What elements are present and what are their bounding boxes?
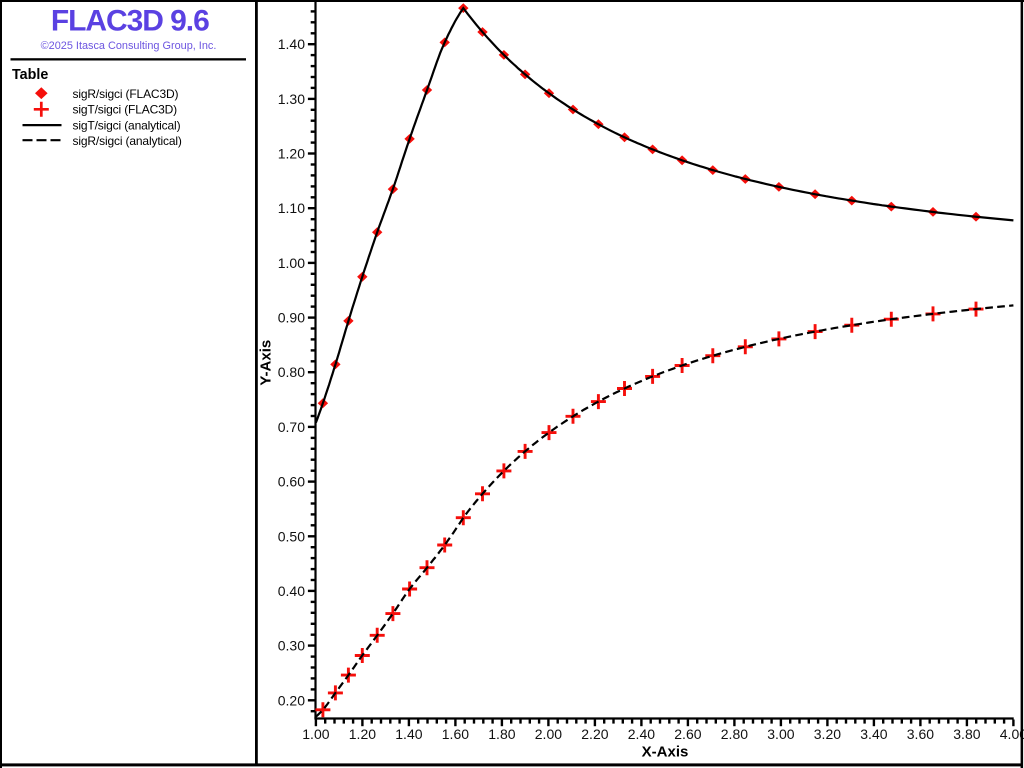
svg-text:0.30: 0.30 [278,638,305,654]
svg-text:3.40: 3.40 [860,726,887,742]
svg-text:2.40: 2.40 [628,726,655,742]
svg-text:4.00: 4.00 [1000,726,1024,742]
svg-text:0.90: 0.90 [278,310,305,326]
svg-text:3.80: 3.80 [953,726,980,742]
svg-text:3.00: 3.00 [767,726,794,742]
svg-text:2.00: 2.00 [535,726,562,742]
svg-text:©2025 Itasca Consulting Group,: ©2025 Itasca Consulting Group, Inc. [41,40,217,52]
svg-text:X-Axis: X-Axis [642,744,689,761]
svg-text:1.20: 1.20 [349,726,376,742]
svg-text:sigT/sigci (analytical): sigT/sigci (analytical) [73,119,181,133]
svg-text:1.40: 1.40 [278,36,305,52]
svg-text:0.70: 0.70 [278,419,305,435]
svg-text:1.60: 1.60 [442,726,469,742]
svg-text:sigR/sigci (analytical): sigR/sigci (analytical) [73,134,182,148]
svg-text:1.40: 1.40 [395,726,422,742]
svg-text:sigR/sigci (FLAC3D): sigR/sigci (FLAC3D) [73,87,179,101]
svg-text:sigT/sigci (FLAC3D): sigT/sigci (FLAC3D) [73,103,178,117]
svg-text:0.50: 0.50 [278,528,305,544]
svg-text:2.60: 2.60 [674,726,701,742]
svg-text:Y-Axis: Y-Axis [258,340,275,386]
svg-text:Table: Table [12,67,48,83]
svg-text:1.80: 1.80 [488,726,515,742]
svg-text:0.80: 0.80 [278,364,305,380]
svg-text:2.20: 2.20 [581,726,608,742]
svg-text:2.80: 2.80 [721,726,748,742]
svg-text:0.20: 0.20 [278,692,305,708]
svg-text:1.20: 1.20 [278,146,305,162]
svg-text:3.60: 3.60 [907,726,934,742]
svg-text:0.60: 0.60 [278,474,305,490]
svg-text:3.20: 3.20 [814,726,841,742]
svg-text:1.30: 1.30 [278,91,305,107]
svg-text:1.10: 1.10 [278,200,305,216]
svg-text:0.40: 0.40 [278,583,305,599]
svg-text:FLAC3D 9.6: FLAC3D 9.6 [51,5,209,38]
svg-text:1.00: 1.00 [302,726,329,742]
svg-text:1.00: 1.00 [278,255,305,271]
